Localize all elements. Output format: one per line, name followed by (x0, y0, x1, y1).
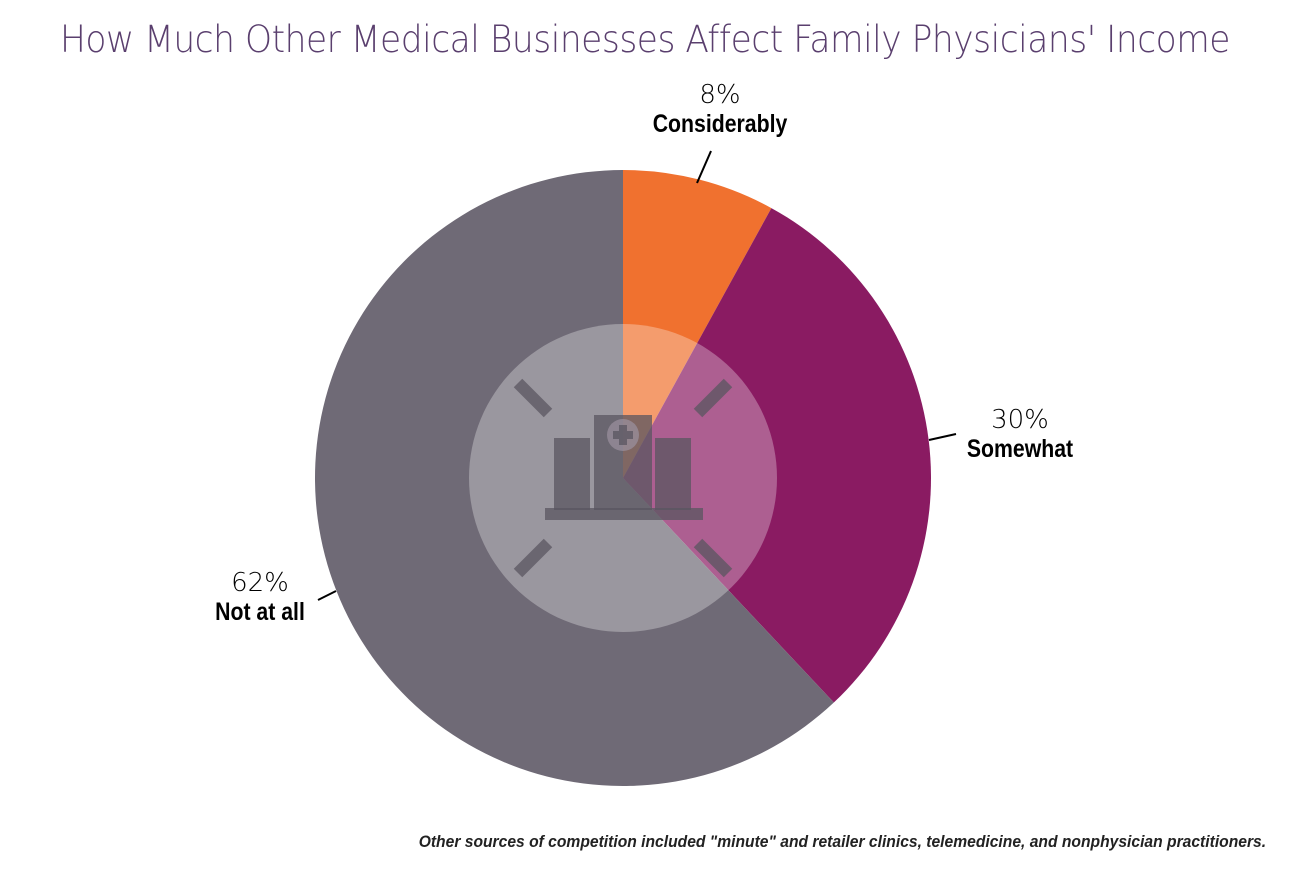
value-label: 8% (699, 80, 741, 110)
arrow-shaft (513, 538, 553, 578)
building-right (655, 438, 691, 510)
value-label: 62% (231, 568, 289, 598)
hospital-expand-icon (513, 378, 733, 578)
label-not-at-all: 62% Not at all (180, 568, 340, 627)
building-left (554, 438, 590, 510)
value-label: 30% (991, 405, 1049, 435)
arrow-shaft (693, 538, 733, 578)
leader-line (928, 433, 957, 441)
footnote: Other sources of competition included "m… (418, 832, 1266, 851)
leader-line (317, 590, 337, 601)
arrow-shaft (513, 378, 553, 418)
leader-line (696, 150, 712, 184)
label-somewhat: 30% Somewhat (940, 405, 1100, 464)
pie-slice-somewhat (623, 208, 931, 703)
category-label: Not at all (215, 598, 305, 626)
label-considerably: 8% Considerably (640, 80, 800, 139)
category-label: Somewhat (966, 435, 1074, 463)
building-base (545, 508, 703, 520)
chart-title: How Much Other Medical Businesses Affect… (59, 18, 1231, 61)
category-label: Considerably (652, 110, 788, 138)
medical-cross (613, 425, 633, 445)
pie-slice-considerably (623, 170, 772, 478)
arrow-shaft (693, 378, 733, 418)
